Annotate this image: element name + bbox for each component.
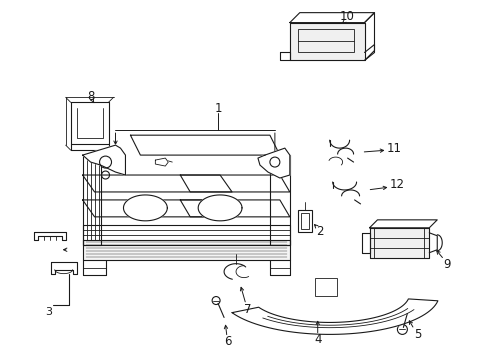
Text: 1: 1 bbox=[214, 102, 222, 115]
Text: 7: 7 bbox=[244, 303, 251, 316]
Polygon shape bbox=[82, 155, 101, 245]
Polygon shape bbox=[258, 148, 289, 178]
Polygon shape bbox=[232, 299, 437, 334]
Bar bbox=[314, 278, 336, 296]
Polygon shape bbox=[180, 200, 289, 217]
Polygon shape bbox=[34, 232, 65, 240]
Polygon shape bbox=[130, 135, 279, 155]
Text: 10: 10 bbox=[340, 10, 354, 23]
Text: 11: 11 bbox=[386, 141, 401, 155]
Polygon shape bbox=[82, 200, 232, 217]
Polygon shape bbox=[123, 195, 167, 221]
Text: 3: 3 bbox=[45, 307, 52, 318]
Text: 8: 8 bbox=[87, 90, 94, 103]
Polygon shape bbox=[82, 225, 289, 245]
Bar bbox=[297, 210, 311, 232]
Polygon shape bbox=[82, 145, 125, 175]
Polygon shape bbox=[289, 23, 364, 60]
Polygon shape bbox=[369, 228, 428, 258]
Text: 6: 6 bbox=[224, 335, 231, 348]
Polygon shape bbox=[269, 155, 289, 245]
Bar bbox=[300, 213, 308, 229]
Bar bbox=[297, 28, 353, 53]
Polygon shape bbox=[155, 158, 168, 166]
Text: 9: 9 bbox=[443, 258, 450, 271]
Polygon shape bbox=[198, 195, 242, 221]
Polygon shape bbox=[82, 175, 232, 192]
Polygon shape bbox=[82, 240, 289, 260]
Polygon shape bbox=[51, 262, 77, 274]
Polygon shape bbox=[180, 175, 289, 192]
Polygon shape bbox=[71, 102, 108, 144]
Text: 4: 4 bbox=[313, 333, 321, 346]
Text: 5: 5 bbox=[413, 328, 420, 341]
Text: 2: 2 bbox=[315, 225, 323, 238]
Text: 12: 12 bbox=[389, 179, 404, 192]
